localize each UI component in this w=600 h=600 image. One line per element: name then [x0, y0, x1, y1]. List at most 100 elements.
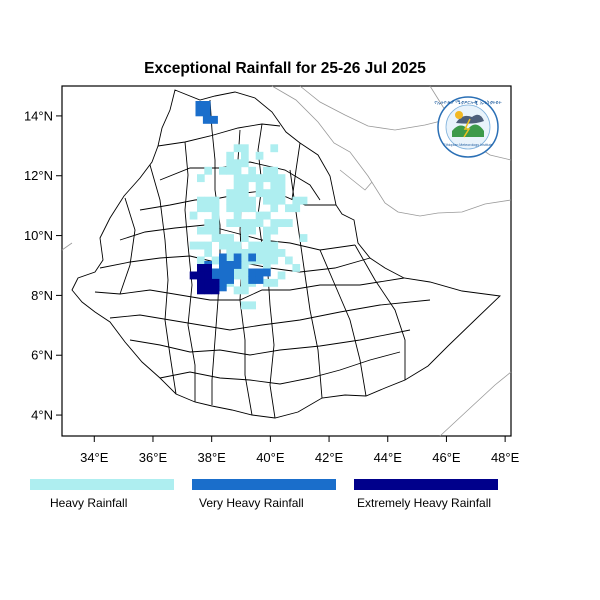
- rain-cell: [263, 268, 271, 277]
- rain-cell: [248, 166, 256, 175]
- rain-cell: [197, 256, 205, 265]
- rain-cell: [219, 276, 227, 284]
- logo-top-text: የኢትዮጵያ ሜቲዎሮሎጂ ኢንስቲትዩት: [434, 100, 502, 106]
- rain-cell: [233, 211, 242, 220]
- legend: Heavy Rainfall Very Heavy Rainfall Extre…: [30, 479, 498, 510]
- rain-cell: [204, 166, 212, 175]
- rain-cell: [248, 268, 256, 277]
- rain-cell: [211, 196, 220, 205]
- rain-cell: [241, 286, 249, 295]
- rain-cell: [255, 256, 264, 265]
- rain-cell: [211, 256, 220, 265]
- rain-cell: [248, 219, 256, 227]
- rain-cell: [277, 219, 286, 227]
- rain-cell: [226, 204, 234, 213]
- rain-cell: [255, 174, 264, 183]
- rain-cell: [263, 211, 271, 220]
- rain-cell: [233, 174, 242, 183]
- rain-cell: [204, 278, 212, 287]
- rain-cell: [226, 256, 234, 265]
- rain-cell: [233, 261, 242, 269]
- rain-cell: [197, 271, 205, 280]
- rain-cell: [211, 211, 220, 220]
- rain-cell: [277, 196, 286, 205]
- rain-cell: [255, 268, 264, 277]
- neighbor-borders: [61, 85, 512, 437]
- rain-cell: [241, 144, 249, 153]
- legend-swatch-extreme: [354, 479, 498, 490]
- rain-cell: [219, 261, 227, 269]
- rain-cell: [263, 241, 271, 250]
- rain-cell: [270, 181, 279, 190]
- rain-cell: [195, 101, 204, 109]
- rain-cell: [263, 234, 271, 242]
- legend-swatch-very-heavy: [192, 479, 336, 490]
- rain-cell: [248, 241, 256, 250]
- rain-cell: [226, 276, 234, 284]
- rain-cell: [226, 189, 234, 198]
- rain-cell: [270, 256, 279, 265]
- rain-cell: [241, 219, 249, 227]
- rain-cell: [195, 108, 204, 117]
- rain-cell: [263, 264, 271, 272]
- rain-cell: [270, 204, 279, 213]
- rain-cell: [255, 189, 264, 198]
- rainfall-cells: [189, 101, 308, 310]
- rain-cell: [226, 166, 234, 175]
- rain-cell: [292, 204, 301, 213]
- rain-cell: [270, 189, 279, 198]
- rain-cell: [241, 181, 249, 190]
- rain-cell: [263, 166, 271, 175]
- rain-cell: [248, 276, 256, 284]
- rain-cell: [263, 174, 271, 183]
- lat-tick-label: 4°N: [31, 408, 53, 423]
- lat-tick-label: 12°N: [24, 168, 53, 183]
- rain-cell: [277, 174, 286, 183]
- lat-tick-label: 8°N: [31, 288, 53, 303]
- rain-cell: [233, 241, 242, 250]
- rain-cell: [197, 241, 205, 250]
- rain-cell: [204, 264, 212, 272]
- rain-cell: [197, 196, 205, 205]
- ethiopia-outline: [71, 89, 501, 419]
- rain-cell: [241, 301, 249, 310]
- lon-tick-label: 48°E: [491, 450, 520, 465]
- rain-cell: [241, 278, 249, 287]
- rain-cell: [277, 181, 286, 190]
- map-title: Exceptional Rainfall for 25-26 Jul 2025: [144, 60, 426, 77]
- rain-cell: [285, 219, 293, 227]
- rain-cell: [241, 271, 249, 280]
- rain-cell: [226, 261, 234, 269]
- rain-cell: [270, 144, 279, 153]
- logo-bottom-text: Ethiopian Meteorology Institute: [443, 143, 492, 147]
- rain-cell: [241, 234, 249, 242]
- rain-cell: [248, 204, 256, 213]
- rain-cell: [233, 181, 242, 190]
- rain-cell: [219, 268, 227, 277]
- rain-cell: [285, 204, 293, 213]
- rain-cell: [277, 189, 286, 198]
- rain-cell: [263, 256, 271, 265]
- rain-cell: [202, 108, 211, 117]
- lon-tick-label: 44°E: [374, 450, 403, 465]
- legend-swatch-heavy: [30, 479, 174, 490]
- rain-cell: [197, 174, 205, 183]
- rain-cell: [189, 241, 198, 250]
- rain-cell: [263, 249, 271, 257]
- rain-cell: [255, 181, 264, 190]
- rain-cell: [255, 219, 264, 227]
- rain-cell: [255, 211, 264, 220]
- latitude-axis: 4°N 6°N 8°N 10°N 12°N 14°N: [24, 108, 62, 423]
- rain-cell: [255, 249, 264, 257]
- rain-cell: [197, 286, 205, 295]
- rain-cell: [211, 286, 220, 295]
- rain-cell: [270, 219, 279, 227]
- rain-cell: [270, 174, 279, 183]
- lon-tick-label: 42°E: [315, 450, 344, 465]
- rain-cell: [241, 196, 249, 205]
- rain-cell: [226, 219, 234, 227]
- ethiopian-meteorology-institute-logo-icon: የኢትዮጵያ ሜቲዎሮሎጂ ኢንስቲትዩት Ethiopian Meteorol…: [434, 96, 502, 158]
- rain-cell: [263, 196, 271, 205]
- rain-cell: [241, 204, 249, 213]
